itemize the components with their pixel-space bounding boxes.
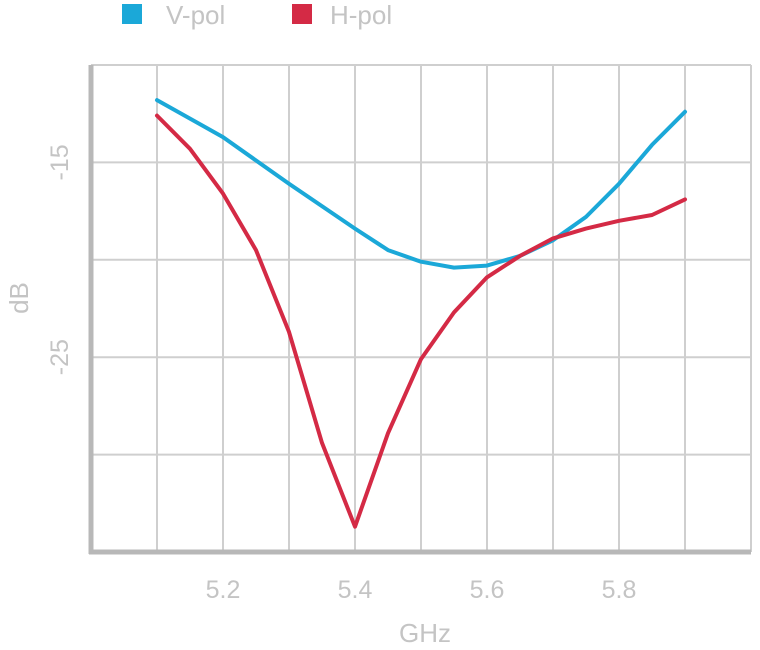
- series-lines: [155, 98, 687, 529]
- y-tick-label: -25: [46, 339, 74, 375]
- series-line-v-pol: [155, 98, 687, 270]
- x-tick-label: 5.4: [338, 576, 373, 604]
- legend: V-pol H-pol: [122, 0, 392, 30]
- x-tick-label: 5.6: [470, 576, 505, 604]
- axes: [88, 65, 751, 555]
- x-tick-label: 5.8: [602, 576, 637, 604]
- y-tick-label: -15: [46, 144, 74, 180]
- y-axis-title: dB: [4, 282, 34, 314]
- x-axis-title: GHz: [399, 618, 451, 648]
- legend-swatch: [292, 4, 312, 24]
- x-tick-label: 5.2: [206, 576, 241, 604]
- series-line-h-pol: [155, 113, 687, 529]
- legend-swatch: [122, 4, 142, 24]
- tick-labels: 5.2 5.4 5.6 5.8 -15 -25: [46, 144, 636, 604]
- legend-label: H-pol: [330, 0, 392, 30]
- legend-label: V-pol: [166, 0, 225, 30]
- grid: [91, 64, 752, 552]
